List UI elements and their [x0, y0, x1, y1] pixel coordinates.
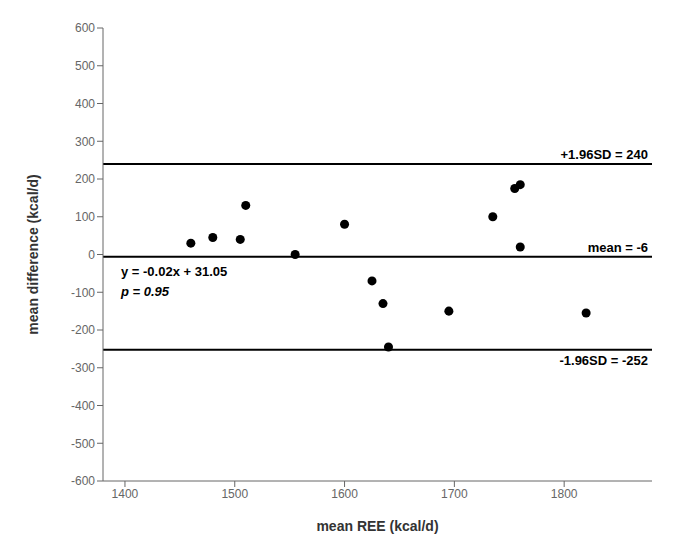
svg-text:400: 400 [75, 97, 95, 111]
svg-text:500: 500 [75, 59, 95, 73]
svg-text:mean REE (kcal/d): mean REE (kcal/d) [316, 518, 438, 534]
svg-text:1700: 1700 [441, 487, 468, 501]
svg-text:p = 0.95: p = 0.95 [120, 284, 170, 299]
svg-text:100: 100 [75, 210, 95, 224]
svg-text:-300: -300 [71, 361, 95, 375]
svg-text:-400: -400 [71, 399, 95, 413]
svg-text:0: 0 [88, 248, 95, 262]
svg-text:300: 300 [75, 135, 95, 149]
svg-text:-1.96SD = -252: -1.96SD = -252 [559, 353, 648, 368]
svg-text:1600: 1600 [331, 487, 358, 501]
svg-text:-200: -200 [71, 323, 95, 337]
svg-text:y = -0.02x + 31.05: y = -0.02x + 31.05 [121, 264, 227, 279]
svg-text:+1.96SD = 240: +1.96SD = 240 [561, 147, 648, 162]
svg-text:1400: 1400 [112, 487, 139, 501]
svg-text:-500: -500 [71, 437, 95, 451]
svg-text:-600: -600 [71, 474, 95, 488]
svg-text:-100: -100 [71, 286, 95, 300]
svg-text:mean difference (kcal/d): mean difference (kcal/d) [25, 174, 41, 334]
svg-text:1500: 1500 [221, 487, 248, 501]
svg-text:600: 600 [75, 21, 95, 35]
svg-text:1800: 1800 [551, 487, 578, 501]
svg-text:mean = -6: mean = -6 [588, 240, 648, 255]
svg-text:200: 200 [75, 172, 95, 186]
